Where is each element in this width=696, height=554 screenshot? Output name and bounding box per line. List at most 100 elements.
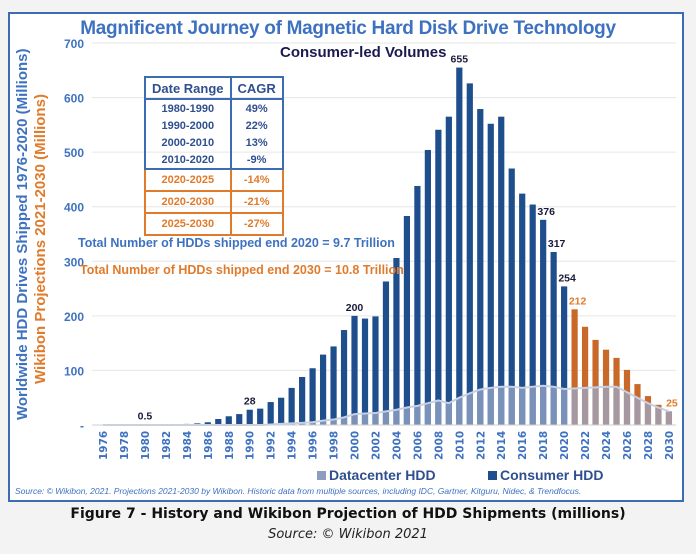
- cagr-header-cagr: CAGR: [229, 76, 284, 100]
- y-tick-label: 600: [64, 92, 84, 106]
- consumer-bar: [424, 149, 431, 425]
- total-2030-annotation: Total Number of HDDs shipped end 2030 = …: [80, 263, 404, 277]
- cagr-value: 22%: [229, 117, 284, 134]
- datacenter-bar: [435, 400, 442, 425]
- datacenter-bar: [456, 397, 463, 425]
- total-2020-annotation: Total Number of HDDs shipped end 2020 = …: [78, 236, 395, 250]
- datacenter-bar: [550, 386, 557, 425]
- datacenter-bar: [655, 407, 662, 425]
- x-tick-label: 1994: [287, 431, 299, 460]
- x-tick-label: 1982: [161, 431, 173, 460]
- x-tick-label: 2004: [391, 431, 403, 460]
- datacenter-bar: [487, 387, 494, 425]
- y-tick-label: 700: [64, 37, 84, 51]
- x-tick-label: 2018: [538, 431, 550, 460]
- datacenter-bar: [581, 387, 589, 425]
- consumer-bar: [361, 318, 369, 425]
- consumer-bar: [299, 376, 306, 425]
- consumer-bar: [403, 215, 411, 425]
- cagr-range: 2010-2020: [144, 151, 232, 170]
- x-tick-label: 1976: [98, 431, 110, 460]
- x-tick-label: 2010: [454, 431, 466, 460]
- datacenter-bar: [477, 389, 484, 425]
- datacenter-bar: [665, 411, 673, 425]
- datacenter-bar: [623, 392, 631, 425]
- cagr-value: -14%: [229, 168, 284, 192]
- datacenter-bar: [340, 417, 348, 425]
- consumer-bar: [529, 204, 536, 425]
- data-label: 0.5: [138, 411, 153, 423]
- y-axis-label: Worldwide HDD Drives Shipped 1976-2020 (…: [14, 48, 31, 420]
- consumer-bar: [330, 346, 337, 425]
- x-tick-label: 1986: [203, 431, 215, 460]
- cagr-row: 2000-2010 13%: [144, 134, 284, 151]
- datacenter-bar: [508, 386, 515, 425]
- x-tick-label: 1998: [329, 431, 341, 460]
- consumer-bar: [508, 168, 515, 425]
- x-tick-label: 2022: [580, 431, 592, 460]
- datacenter-bar: [403, 407, 411, 425]
- x-tick-label: 2012: [475, 431, 487, 460]
- cagr-row: 2010-2020 -9%: [144, 151, 284, 170]
- datacenter-bar: [571, 388, 578, 425]
- consumer-bar: [236, 414, 243, 425]
- datacenter-bar: [393, 409, 400, 425]
- x-tick-label: 1988: [224, 431, 236, 460]
- consumer-bar: [257, 408, 264, 425]
- source-note: Source: © Wikibon, 2021. Projections 202…: [15, 486, 582, 496]
- x-tick-label: 1980: [140, 431, 152, 460]
- cagr-value: -21%: [229, 190, 284, 214]
- consumer-bar: [246, 409, 253, 425]
- consumer-bar: [414, 185, 421, 425]
- datacenter-bar: [613, 386, 620, 425]
- y-tick-label: 200: [64, 310, 84, 324]
- datacenter-bar: [634, 397, 641, 425]
- projection-bar: [581, 326, 589, 425]
- x-tick-label: 1992: [266, 431, 278, 460]
- datacenter-bar: [309, 422, 316, 425]
- cagr-value: 49%: [229, 99, 284, 117]
- data-label: 254: [558, 272, 576, 284]
- cagr-range: 1990-2000: [144, 117, 232, 134]
- consumer-bar: [204, 422, 211, 425]
- datacenter-bar: [644, 403, 652, 425]
- consumer-bar: [477, 109, 484, 425]
- cagr-row: 2020-2030 -21%: [144, 190, 284, 214]
- datacenter-bar: [319, 420, 327, 425]
- legend-label: Datacenter HDD: [329, 467, 436, 483]
- y-tick-label: 300: [64, 255, 84, 269]
- consumer-bar: [267, 402, 274, 425]
- data-label: 212: [569, 295, 587, 307]
- consumer-bar: [215, 418, 222, 425]
- consumer-bar: [561, 286, 568, 425]
- x-tick-label: 2006: [412, 431, 424, 460]
- cagr-range: 2000-2010: [144, 134, 232, 151]
- cagr-table: Date Range CAGR 1980-1990 49% 1990-2000 22…: [144, 76, 284, 236]
- consumer-bar: [498, 116, 505, 426]
- data-label: 376: [537, 206, 555, 218]
- consumer-bar: [445, 116, 452, 426]
- datacenter-bar: [330, 419, 337, 425]
- cagr-value: -27%: [229, 212, 284, 236]
- x-tick-label: 2016: [517, 431, 529, 460]
- datacenter-bar: [361, 413, 369, 425]
- consumer-bar: [456, 67, 463, 426]
- datacenter-bar: [540, 385, 547, 425]
- legend-swatch-consumer: [488, 471, 497, 480]
- figure-caption: Figure 7 - History and Wikibon Projectio…: [70, 506, 626, 522]
- datacenter-bar: [414, 405, 421, 425]
- cagr-row: 2025-2030 -27%: [144, 212, 284, 236]
- data-label: 317: [548, 238, 566, 250]
- x-tick-label: 2002: [370, 431, 382, 460]
- x-tick-label: 1996: [308, 431, 320, 460]
- data-label: 28: [244, 396, 256, 408]
- projection-bar: [571, 309, 578, 425]
- datacenter-bar: [529, 386, 536, 425]
- figure-source: Source: © Wikibon 2021: [268, 527, 428, 542]
- x-tick-label: 1984: [182, 431, 194, 460]
- datacenter-bar: [351, 414, 358, 425]
- datacenter-bar: [602, 386, 610, 425]
- cagr-value: -9%: [229, 151, 284, 170]
- x-tick-label: 1978: [119, 431, 131, 460]
